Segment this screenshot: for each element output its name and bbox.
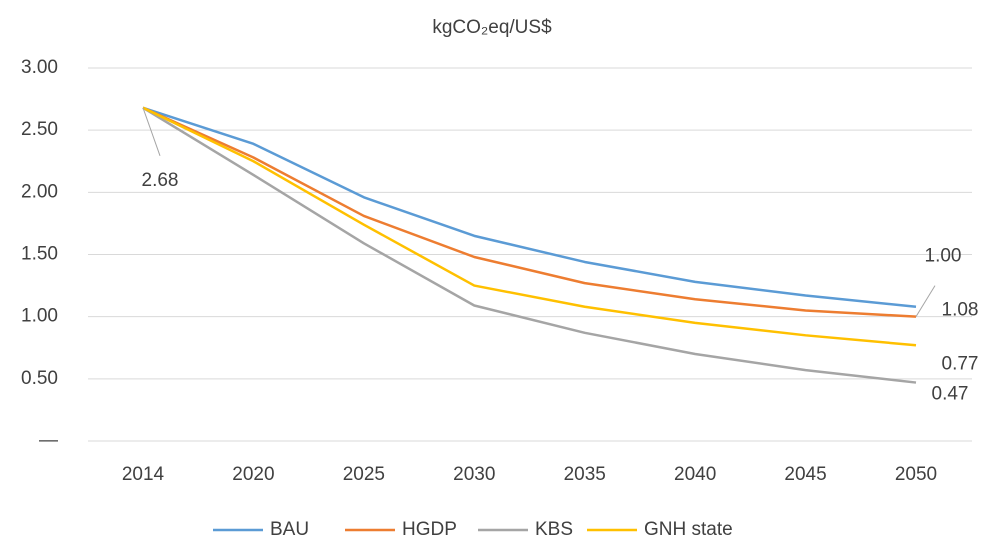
data-label: 1.00 bbox=[925, 246, 962, 267]
x-tick-label: 2030 bbox=[453, 464, 495, 485]
data-label: 0.77 bbox=[942, 353, 979, 374]
data-label: 1.08 bbox=[942, 300, 979, 321]
x-tick-label: 2040 bbox=[674, 464, 716, 485]
x-tick-label: 2025 bbox=[343, 464, 385, 485]
y-tick-label: — bbox=[39, 430, 58, 451]
legend-label: BAU bbox=[270, 519, 309, 539]
series-line bbox=[142, 106, 917, 308]
leader-line bbox=[915, 285, 936, 317]
x-tick-label: 2050 bbox=[895, 464, 937, 485]
x-tick-label: 2014 bbox=[122, 464, 165, 485]
legend-label: KBS bbox=[535, 519, 573, 539]
series-line bbox=[142, 106, 917, 347]
legend-label: HGDP bbox=[402, 519, 457, 539]
legend-label: GNH state bbox=[644, 519, 733, 539]
y-tick-label: 1.00 bbox=[21, 306, 58, 327]
x-tick-label: 2035 bbox=[564, 464, 606, 485]
chart-title: kgCO₂eq/US$ bbox=[432, 17, 552, 38]
y-tick-label: 3.00 bbox=[21, 57, 58, 78]
data-label: 2.68 bbox=[142, 170, 179, 191]
leader-line bbox=[142, 107, 161, 156]
y-tick-label: 2.50 bbox=[21, 119, 58, 140]
series-line bbox=[142, 106, 917, 318]
x-tick-label: 2045 bbox=[784, 464, 826, 485]
y-tick-label: 0.50 bbox=[21, 368, 58, 389]
series-line bbox=[142, 106, 917, 384]
y-tick-label: 1.50 bbox=[21, 244, 58, 265]
data-label: 0.47 bbox=[932, 384, 969, 405]
x-tick-label: 2020 bbox=[232, 464, 274, 485]
y-tick-label: 2.00 bbox=[21, 181, 58, 202]
